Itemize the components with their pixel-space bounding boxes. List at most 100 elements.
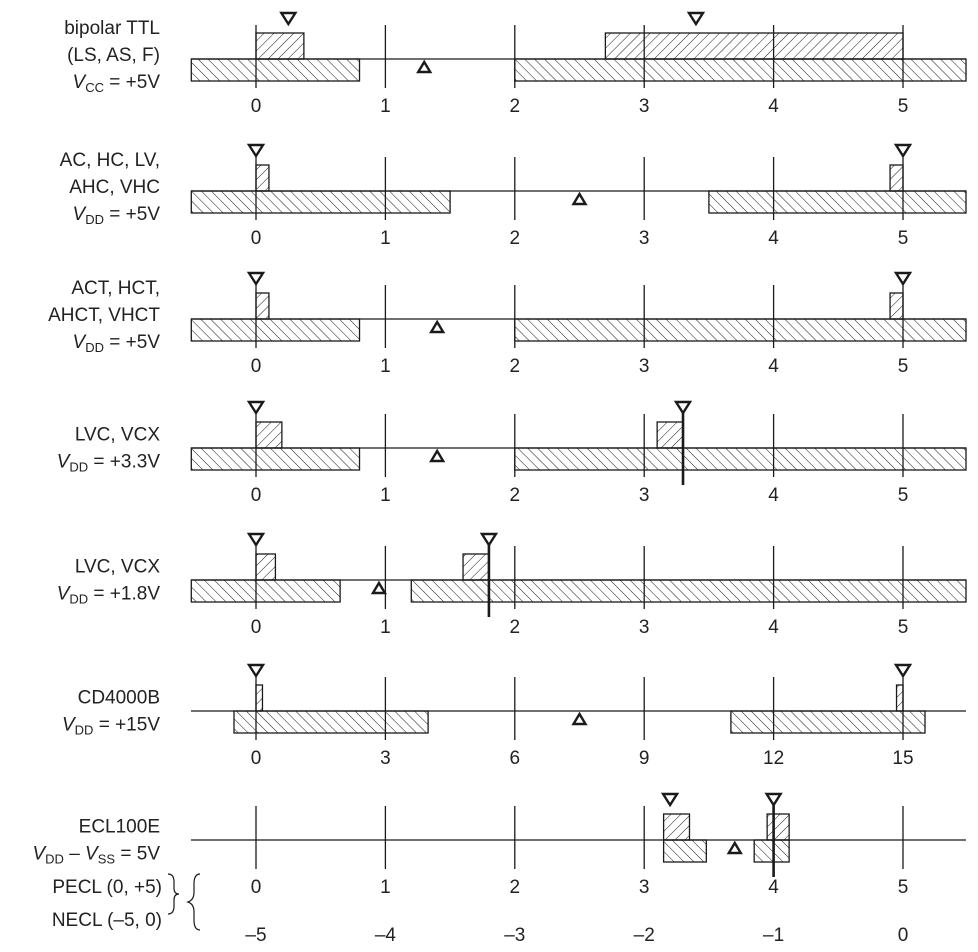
- output-high-bar: [462, 553, 490, 581]
- label-tail: = +3.3V: [88, 452, 160, 473]
- row-label-line: bipolar TTL: [64, 18, 160, 39]
- tick-label: 1: [380, 96, 391, 117]
- label-tail: = +1.8V: [88, 584, 160, 605]
- tick-label: 4: [768, 617, 779, 638]
- row-label-line: VDD – VSS = 5V: [32, 844, 160, 867]
- tick-label: 3: [639, 485, 650, 506]
- brace-open: [186, 873, 201, 931]
- typical-high-marker: [479, 532, 499, 548]
- label-subscript: DD: [75, 723, 94, 738]
- typical-low-marker: [246, 143, 266, 159]
- tick-label: 3: [639, 228, 650, 249]
- diagram-rows: bipolar TTL (LS, AS, F) VCC = +5V 0 1 2 3 4 5 AC,…: [32, 11, 967, 946]
- label-text: LVC, VCX: [75, 425, 161, 446]
- output-low-bar: [255, 32, 305, 60]
- switching-threshold-marker: [429, 448, 446, 463]
- tick-label: 5: [898, 617, 909, 638]
- tick-label: 1: [380, 356, 391, 377]
- input-low-bar: [190, 190, 451, 214]
- row-label-line: VDD = +3.3V: [57, 452, 161, 475]
- tick-label: 0: [251, 877, 262, 898]
- tick-label: 5: [898, 356, 909, 377]
- tick-label: 3: [639, 617, 650, 638]
- brace-close: [167, 873, 180, 915]
- row-label-line: LVC, VCX: [75, 557, 161, 578]
- tick-label: 1: [380, 228, 391, 249]
- input-high-bar: [708, 190, 967, 214]
- output-low-bar: [255, 421, 283, 449]
- switching-threshold-marker: [571, 191, 588, 206]
- tick-family-label: NECL (–5, 0): [52, 910, 162, 931]
- label-text: AC, HC, LV,: [60, 150, 160, 171]
- tick-label: 3: [380, 748, 391, 769]
- tick-label: 1: [380, 485, 391, 506]
- label-subscript: DD: [85, 340, 104, 355]
- typical-high-marker: [764, 792, 783, 808]
- input-high-bar: [753, 839, 790, 863]
- row-label-line: (LS, AS, F): [67, 45, 160, 66]
- row-label-line: VDD = +15V: [62, 715, 160, 738]
- switching-threshold-marker: [370, 580, 388, 595]
- typical-high-marker: [686, 11, 706, 27]
- input-high-bar: [514, 318, 967, 342]
- label-subscript: DD: [69, 460, 88, 475]
- input-low-bar: [190, 318, 361, 342]
- label-tail-2: = 5V: [115, 844, 160, 865]
- tick-label: 0: [251, 356, 262, 377]
- output-low-bar: [255, 684, 264, 712]
- tick-label-secondary: –2: [634, 925, 655, 946]
- label-text: (LS, AS, F): [67, 45, 160, 66]
- row-6: ECL100E VDD – VSS = 5V 0 1 2 3 4 5 –5 –4 –3 –2 –1 0 PE…: [32, 792, 966, 946]
- row-label-line: VDD = +1.8V: [57, 584, 161, 607]
- input-high-bar: [514, 447, 967, 471]
- tick-family-label: PECL (0, +5): [52, 877, 162, 898]
- output-high-bar: [889, 164, 904, 192]
- tick-label-secondary: –5: [245, 925, 266, 946]
- typical-high-marker: [893, 663, 913, 679]
- tick-label: 3: [639, 356, 650, 377]
- typical-low-marker: [246, 663, 266, 679]
- tick-label: 2: [510, 877, 521, 898]
- row-label-line: CD4000B: [78, 688, 160, 709]
- tick-label: 2: [510, 617, 521, 638]
- switching-threshold-marker: [726, 840, 743, 855]
- output-low-bar: [255, 292, 270, 320]
- output-low-bar: [255, 553, 277, 581]
- tick-label: 9: [639, 748, 650, 769]
- output-low-bar: [662, 813, 691, 841]
- row-label-line: VCC = +5V: [73, 72, 161, 95]
- label-text: V: [73, 204, 88, 225]
- tick-label: 5: [898, 228, 909, 249]
- label-tail: = +5V: [104, 204, 160, 225]
- input-low-bar: [190, 447, 361, 471]
- typical-high-marker: [893, 143, 913, 159]
- label-text: ACT, HCT,: [71, 278, 160, 299]
- switching-threshold-marker: [416, 59, 433, 74]
- output-high-bar: [604, 32, 904, 60]
- switching-threshold-marker: [429, 319, 446, 334]
- output-high-bar: [766, 813, 790, 841]
- output-high-bar: [656, 421, 684, 449]
- input-low-bar: [662, 839, 707, 863]
- input-high-bar: [730, 710, 926, 734]
- tick-label: 0: [251, 748, 262, 769]
- label-text: V: [62, 715, 77, 736]
- tick-label: 4: [768, 96, 779, 117]
- label-text: V: [57, 452, 72, 473]
- row-label-line: ACT, HCT,: [71, 278, 160, 299]
- row-label-line: AHC, VHC: [69, 177, 160, 198]
- input-low-bar: [190, 58, 361, 82]
- tick-label: 3: [639, 877, 650, 898]
- tick-label: 5: [898, 877, 909, 898]
- typical-low-marker: [660, 792, 680, 808]
- tick-label: 2: [510, 356, 521, 377]
- label-tail: – V: [64, 844, 100, 865]
- input-low-bar: [190, 579, 341, 603]
- label-subscript: DD: [69, 592, 88, 607]
- switching-threshold-marker: [571, 711, 588, 726]
- input-high-bar: [410, 579, 967, 603]
- output-low-bar: [255, 164, 270, 192]
